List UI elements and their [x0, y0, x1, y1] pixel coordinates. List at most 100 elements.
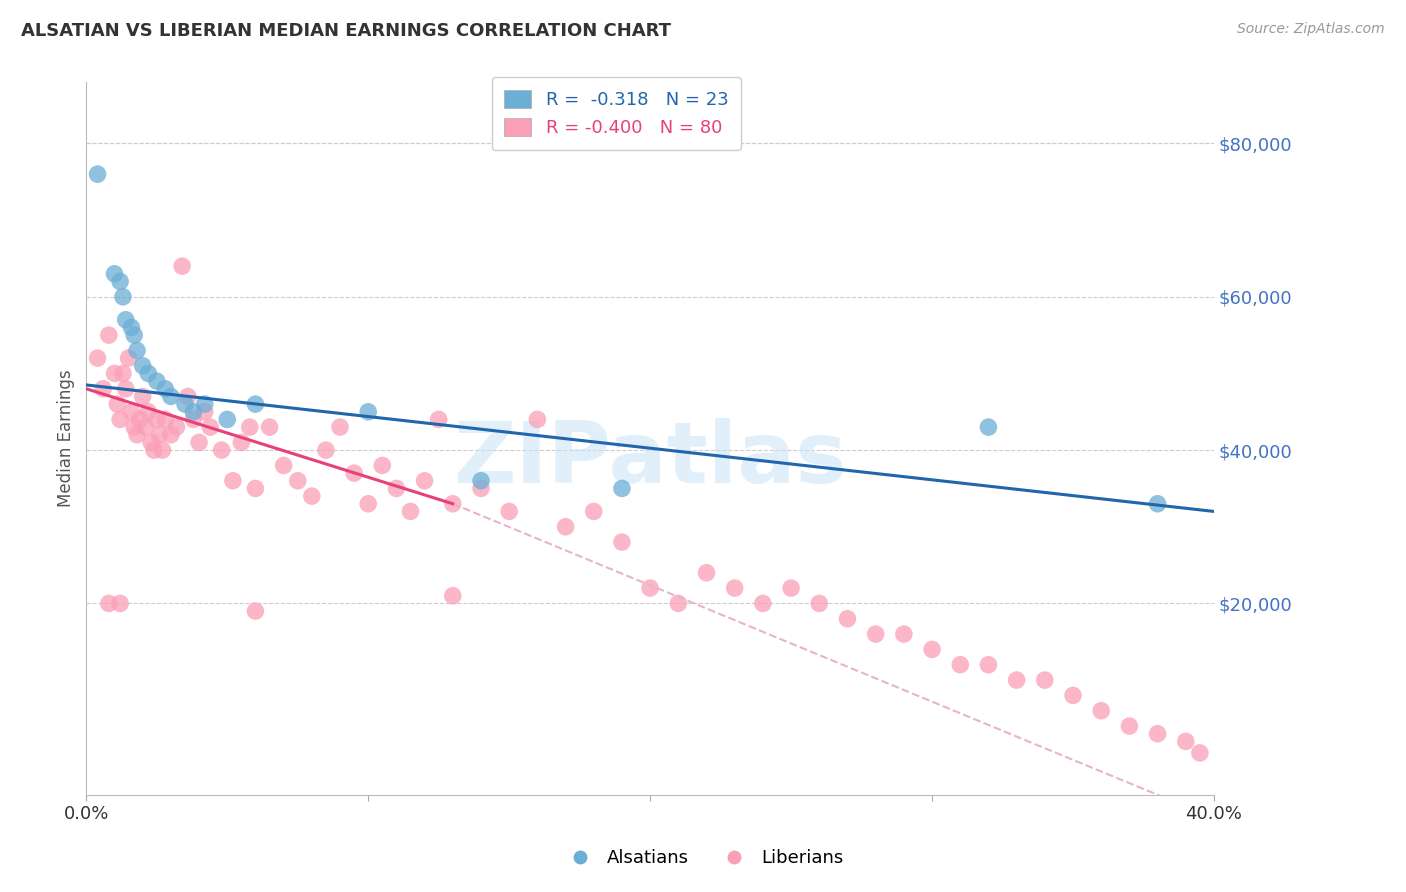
Point [977, 420, 1000, 434]
Point [441, 589, 464, 603]
Point [108, 412, 131, 426]
Point [921, 642, 943, 657]
Point [120, 405, 142, 419]
Point [149, 427, 172, 442]
Point [125, 343, 148, 358]
Point [413, 474, 436, 488]
Point [526, 412, 548, 426]
Point [120, 320, 142, 334]
Point [287, 474, 309, 488]
Point [470, 482, 492, 496]
Point [103, 267, 125, 281]
Point [139, 435, 162, 450]
Text: ALSATIAN VS LIBERIAN MEDIAN EARNINGS CORRELATION CHART: ALSATIAN VS LIBERIAN MEDIAN EARNINGS COR… [21, 22, 671, 40]
Point [724, 581, 747, 595]
Point [554, 520, 576, 534]
Point [638, 581, 661, 595]
Point [117, 351, 139, 365]
Point [239, 420, 262, 434]
Point [108, 275, 131, 289]
Point [1090, 704, 1112, 718]
Point [183, 405, 205, 419]
Point [949, 657, 972, 672]
Point [752, 596, 775, 610]
Point [136, 367, 159, 381]
Point [111, 367, 134, 381]
Point [259, 420, 281, 434]
Point [610, 482, 633, 496]
Point [315, 443, 337, 458]
Point [301, 489, 323, 503]
Point [194, 405, 217, 419]
Point [160, 389, 183, 403]
Point [666, 596, 689, 610]
Point [146, 374, 169, 388]
Point [134, 420, 156, 434]
Point [211, 443, 233, 458]
Point [273, 458, 295, 473]
Point [695, 566, 717, 580]
Point [893, 627, 915, 641]
Point [155, 382, 177, 396]
Legend: R =  -0.318   N = 23, R = -0.400   N = 80: R = -0.318 N = 23, R = -0.400 N = 80 [492, 77, 741, 150]
Point [146, 412, 169, 426]
Point [105, 397, 128, 411]
Point [152, 443, 174, 458]
Point [97, 596, 120, 610]
Point [131, 359, 153, 373]
Point [114, 382, 136, 396]
Point [357, 405, 380, 419]
Legend: Alsatians, Liberians: Alsatians, Liberians [555, 842, 851, 874]
Point [385, 482, 408, 496]
Point [188, 435, 211, 450]
Text: ZIPatlas: ZIPatlas [453, 418, 846, 501]
Point [155, 412, 177, 426]
Point [977, 657, 1000, 672]
Point [200, 420, 222, 434]
Point [837, 612, 859, 626]
Point [91, 382, 114, 396]
Point [582, 504, 605, 518]
Point [1146, 727, 1168, 741]
Point [177, 389, 200, 403]
Point [357, 497, 380, 511]
Point [122, 328, 145, 343]
Point [172, 259, 194, 273]
Point [86, 351, 108, 365]
Point [1062, 689, 1084, 703]
Point [125, 427, 148, 442]
Point [97, 328, 120, 343]
Point [399, 504, 422, 518]
Point [371, 458, 394, 473]
Point [108, 596, 131, 610]
Point [1188, 746, 1211, 760]
Point [329, 420, 352, 434]
Point [122, 420, 145, 434]
Point [174, 397, 197, 411]
Point [183, 412, 205, 426]
Point [1118, 719, 1140, 733]
Point [194, 397, 217, 411]
Point [142, 443, 165, 458]
Point [427, 412, 450, 426]
Point [1005, 673, 1028, 687]
Point [231, 435, 253, 450]
Point [131, 389, 153, 403]
Point [470, 474, 492, 488]
Point [780, 581, 803, 595]
Y-axis label: Median Earnings: Median Earnings [58, 370, 75, 508]
Point [160, 427, 183, 442]
Point [808, 596, 831, 610]
Point [217, 412, 239, 426]
Point [222, 474, 245, 488]
Point [245, 604, 267, 618]
Point [1033, 673, 1056, 687]
Point [114, 313, 136, 327]
Point [245, 482, 267, 496]
Point [865, 627, 887, 641]
Point [166, 420, 188, 434]
Point [441, 497, 464, 511]
Text: Source: ZipAtlas.com: Source: ZipAtlas.com [1237, 22, 1385, 37]
Point [111, 290, 134, 304]
Point [245, 397, 267, 411]
